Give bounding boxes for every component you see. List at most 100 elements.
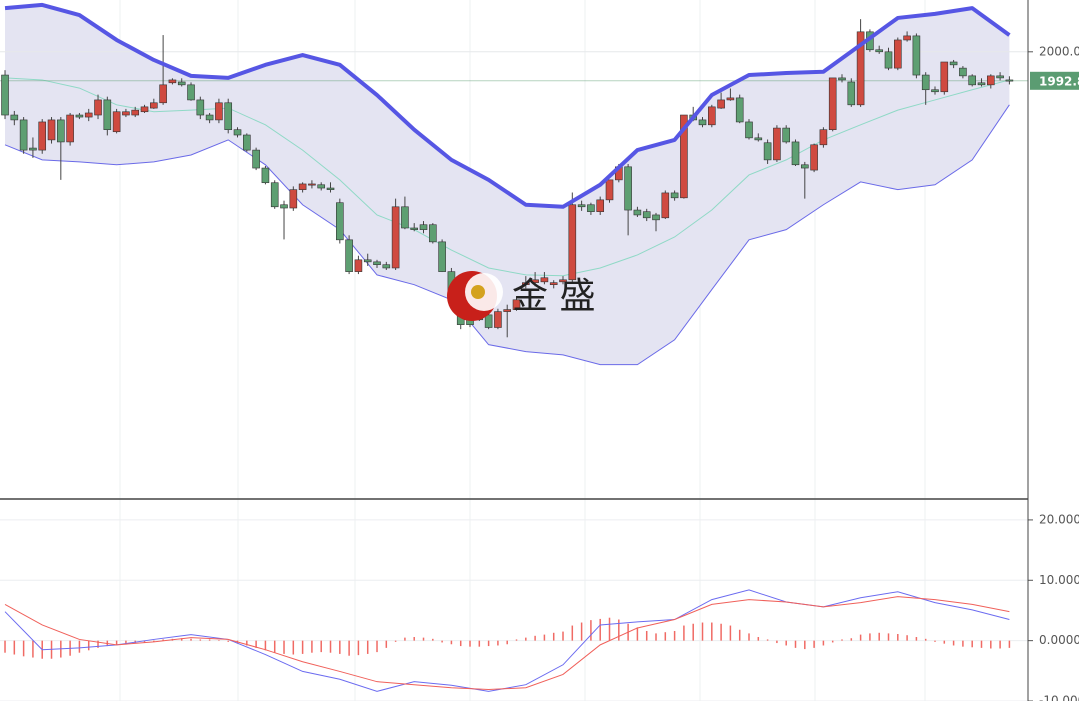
candle-body (531, 279, 539, 283)
candle-body (894, 39, 902, 69)
candle-body (429, 224, 437, 243)
candle-body (187, 84, 195, 101)
candle-body (856, 31, 865, 106)
candle-body (354, 259, 363, 272)
candle-body (391, 206, 400, 269)
candle-body (289, 189, 298, 209)
candle-body (726, 97, 735, 101)
candle-body (103, 99, 112, 131)
candle-body (708, 106, 716, 126)
candle-body (717, 99, 725, 109)
candle-body (401, 206, 409, 229)
band-line (4, 77, 1010, 277)
candle-body (503, 309, 512, 312)
candle-body (112, 111, 121, 133)
candle-body (84, 112, 93, 118)
candle-body (29, 147, 37, 151)
y-tick-label: 10.0000 (1039, 573, 1079, 587)
y-tick-label: -10.0000 (1039, 694, 1079, 701)
candle-body (243, 134, 251, 151)
candle-body (903, 35, 911, 41)
candle-body (680, 114, 688, 199)
candle-body (512, 299, 521, 310)
candle-body (931, 89, 939, 93)
candle-body (261, 167, 270, 184)
candle-body (159, 84, 167, 104)
candle-body (828, 77, 837, 131)
candle-body (875, 49, 884, 53)
candle-body (968, 75, 977, 86)
candle-body (131, 109, 140, 116)
candle-body (66, 114, 74, 143)
candle-body (94, 99, 102, 116)
candle-body (308, 183, 316, 186)
candle-body (977, 82, 986, 86)
candle-body (884, 51, 893, 69)
candle-body (177, 81, 186, 86)
candle-body (838, 77, 846, 81)
candle-body (605, 179, 614, 201)
y-tick-label: 0.0000 (1039, 633, 1079, 647)
candle-body (215, 102, 223, 121)
candle-body (549, 282, 558, 285)
candle-body (587, 204, 595, 212)
candle-body (754, 137, 763, 141)
candle-body (122, 111, 130, 116)
candle-body (494, 311, 502, 328)
candle-body (10, 114, 19, 121)
watermark: 金 盛 (447, 271, 595, 321)
candle-body (810, 144, 818, 171)
candle-body (782, 127, 791, 143)
candle-body (484, 314, 493, 328)
y-tick-label: 20.0000 (1039, 512, 1079, 526)
watermark-text: 金 盛 (512, 276, 595, 317)
candle-body (559, 279, 567, 283)
candle-body (940, 61, 949, 93)
candle-body (205, 114, 214, 121)
candle-body (419, 224, 428, 230)
candle-body (270, 182, 279, 208)
candle-body (252, 149, 260, 169)
band-fill (5, 4, 1010, 365)
candle-body (522, 282, 530, 285)
candle-body (345, 239, 353, 272)
candle-body (763, 142, 772, 161)
candle-body (652, 214, 660, 221)
candle-body (1005, 79, 1014, 82)
candle-body (801, 164, 809, 169)
candle-body (38, 121, 47, 151)
candle-body (280, 204, 288, 209)
candle-body (791, 141, 800, 166)
candle-body (745, 121, 753, 139)
logo-gold (471, 285, 485, 299)
candle-body (661, 192, 670, 219)
candle-body (317, 184, 326, 189)
candle-body (996, 75, 1004, 79)
candle-body (140, 106, 149, 113)
candle-body (75, 114, 84, 118)
macd-line (4, 596, 1010, 691)
candle-body (568, 204, 577, 281)
candle-body (373, 261, 381, 266)
candle-body (912, 35, 921, 76)
candle-body (168, 79, 177, 84)
candle-body (298, 183, 307, 190)
candle-body (47, 119, 56, 141)
candle-body (1, 74, 9, 116)
candle-body (382, 264, 391, 269)
candle-body (438, 241, 446, 272)
macd-line (4, 589, 1010, 692)
last-price-label: 1992.89 (1039, 74, 1079, 88)
candle-body (698, 119, 707, 126)
candle-body (196, 99, 205, 116)
candle-body (773, 127, 781, 161)
candle-body (959, 67, 967, 77)
candle-body (326, 187, 335, 190)
candle-body (819, 129, 828, 146)
candle-body (224, 102, 233, 131)
candle-body (19, 119, 28, 151)
candle-body (847, 81, 856, 106)
candle-body (150, 102, 158, 109)
candle-body (540, 277, 549, 283)
